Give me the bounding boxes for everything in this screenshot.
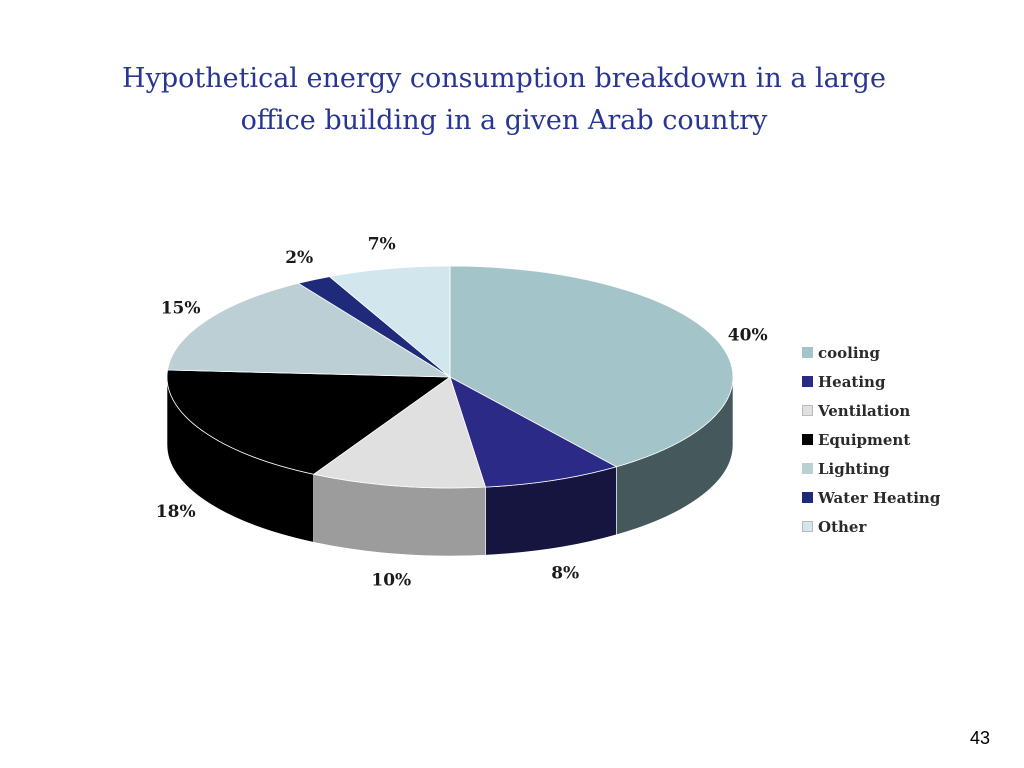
legend-label: Other — [818, 517, 867, 536]
legend-swatch — [802, 521, 813, 532]
legend-item-equipment: Equipment — [802, 425, 940, 454]
legend-swatch — [802, 376, 813, 387]
legend-swatch — [802, 405, 813, 416]
legend-label: Equipment — [818, 430, 911, 449]
pct-label-equipment: 18% — [156, 502, 196, 522]
legend-swatch — [802, 434, 813, 445]
legend-label: cooling — [818, 343, 880, 362]
pct-label-cooling: 40% — [728, 326, 768, 346]
pie-slice-equipment — [166, 369, 452, 475]
legend-swatch — [802, 492, 813, 503]
legend-swatch — [802, 347, 813, 358]
pie-slice-heating — [449, 376, 618, 488]
pct-label-other: 7% — [368, 234, 396, 254]
pct-label-lighting: 15% — [161, 298, 201, 318]
legend-item-water-heating: Water Heating — [802, 483, 940, 512]
pie-slice-cooling — [449, 265, 734, 468]
chart-title: Hypothetical energy consumption breakdow… — [0, 58, 1008, 142]
pie-slice-ventilation — [312, 376, 487, 489]
legend-item-cooling: cooling — [802, 338, 940, 367]
legend-item-heating: Heating — [802, 367, 940, 396]
legend-label: Water Heating — [818, 488, 941, 507]
legend-label: Heating — [818, 372, 886, 391]
legend-item-other: Other — [802, 512, 940, 541]
title-line-1: Hypothetical energy consumption breakdow… — [122, 63, 886, 94]
legend-swatch — [802, 463, 813, 474]
chart-legend: cooling Heating Ventilation Equipment Lighti… — [802, 338, 940, 541]
title-line-2: office building in a given Arab country — [240, 105, 768, 136]
legend-label: Ventilation — [818, 401, 911, 420]
pie-slice-other — [328, 265, 451, 378]
pie-slice-lighting — [167, 282, 452, 378]
legend-label: Lighting — [818, 459, 890, 478]
pct-label-ventilation: 10% — [371, 571, 411, 591]
legend-item-lighting: Lighting — [802, 454, 940, 483]
legend-item-ventilation: Ventilation — [802, 396, 940, 425]
pct-label-heating: 8% — [551, 563, 579, 583]
pct-label-water-heating: 2% — [285, 248, 313, 268]
page-number: 43 — [969, 728, 990, 748]
